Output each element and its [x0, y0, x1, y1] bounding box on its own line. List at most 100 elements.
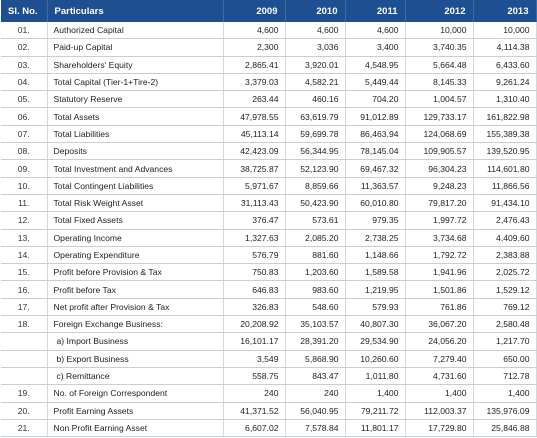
value-cell: 1,400 [405, 384, 474, 403]
table-row: 02. Paid-up Capital 2,300 3,036 3,400 3,740.3… [1, 38, 537, 57]
value-cell: 16,101.17 [223, 332, 286, 351]
value-cell: 3,036 [285, 38, 346, 57]
value-cell: 35,103.57 [285, 315, 346, 334]
particular: Statutory Reserve [47, 90, 224, 109]
table-row: b) Export Business 3,549 5,868.90 10,260.60… [1, 350, 537, 368]
column-header: 2009 [223, 0, 286, 22]
value-cell: 548.60 [285, 298, 346, 317]
table-row: a) Import Business 16,101.17 28,391.20 29,5… [1, 332, 537, 351]
table-row: 03. Shareholders' Equity 2,865.41 3,920.01 4… [1, 56, 537, 74]
value-cell: 650.00 [473, 350, 537, 368]
value-cell: 79,817.20 [405, 194, 474, 213]
serial-number: 17. [1, 298, 48, 317]
table-row: 12. Total Fixed Assets 376.47 573.61 979.35 1… [1, 211, 537, 230]
particular: Total Liabilities [47, 125, 224, 144]
table-row: 13. Operating Income 1,327.63 2,085.20 2,738… [1, 229, 537, 247]
value-cell: 3,549 [223, 350, 286, 368]
value-cell: 5,664.48 [405, 56, 474, 74]
value-cell: 3,920.01 [285, 56, 346, 74]
table-row: 09. Total Investment and Advances 38,725.8… [1, 159, 537, 178]
value-cell: 712.78 [473, 367, 537, 386]
value-cell: 78,145.04 [345, 142, 406, 161]
value-cell: 558.75 [223, 367, 286, 386]
serial-number: 10. [1, 177, 48, 195]
value-cell: 1,004.57 [405, 90, 474, 109]
value-cell: 11,801.17 [345, 419, 406, 438]
value-cell: 3,400 [345, 38, 406, 57]
serial-number: 09. [1, 159, 48, 178]
value-cell: 1,589.58 [345, 263, 406, 282]
value-cell: 9,261.24 [473, 73, 537, 92]
value-cell: 161,822.98 [473, 107, 537, 126]
serial-number: 01. [1, 22, 48, 40]
table-body: 01. Authorized Capital 4,600 4,600 4,600 10,0… [1, 22, 537, 438]
column-header: 2010 [285, 0, 346, 22]
value-cell: 25,846.88 [473, 419, 537, 438]
particular: Profit before Provision & Tax [47, 263, 224, 282]
table-row: 20. Profit Earning Assets 41,371.52 56,040.… [1, 402, 537, 420]
value-cell: 38,725.87 [223, 159, 286, 178]
serial-number: 21. [1, 419, 48, 438]
value-cell: 59,699.78 [285, 125, 346, 144]
value-cell: 9,248.23 [405, 177, 474, 195]
value-cell: 45,113.14 [223, 125, 286, 144]
value-cell: 5,971.67 [223, 177, 286, 195]
value-cell: 769.12 [473, 298, 537, 317]
value-cell: 4,731.60 [405, 367, 474, 386]
serial-number: 03. [1, 56, 48, 74]
particular: Foreign Exchange Business: [47, 315, 224, 334]
value-cell: 1,327.63 [223, 229, 286, 247]
table-row: 07. Total Liabilities 45,113.14 59,699.78 86… [1, 125, 537, 144]
value-cell: 4,548.95 [345, 56, 406, 74]
serial-number: 12. [1, 211, 48, 230]
table-row: 16. Profit before Tax 646.83 983.60 1,219.95… [1, 280, 537, 299]
particular: Total Contingent Liabilities [47, 177, 224, 195]
particular: Paid-up Capital [47, 38, 224, 57]
value-cell: 843.47 [285, 367, 346, 386]
value-cell: 79,211.72 [345, 402, 406, 420]
value-cell: 114,601.80 [473, 159, 537, 178]
value-cell: 2,085.20 [285, 229, 346, 247]
table-row: 01. Authorized Capital 4,600 4,600 4,600 10,0… [1, 22, 537, 40]
table-row: 18. Foreign Exchange Business: 20,208.92 35… [1, 315, 537, 334]
particular: No. of Foreign Correspondent [47, 384, 224, 403]
value-cell: 240 [285, 384, 346, 403]
value-cell: 2,476.43 [473, 211, 537, 230]
particular: Authorized Capital [47, 22, 224, 40]
value-cell: 1,792.72 [405, 246, 474, 265]
table-row: 14. Operating Expenditure 576.79 881.60 1,14… [1, 246, 537, 265]
value-cell: 3,734.68 [405, 229, 474, 247]
value-cell: 47,978.55 [223, 107, 286, 126]
serial-number: 16. [1, 280, 48, 299]
value-cell: 20,208.92 [223, 315, 286, 334]
value-cell: 42,423.09 [223, 142, 286, 161]
column-header: 2011 [345, 0, 406, 22]
serial-number: 14. [1, 246, 48, 265]
serial-number: 11. [1, 194, 48, 213]
value-cell: 69,467.32 [345, 159, 406, 178]
value-cell: 96,304.23 [405, 159, 474, 178]
table-row: 10. Total Contingent Liabilities 5,971.67 8… [1, 177, 537, 195]
value-cell: 579.93 [345, 298, 406, 317]
value-cell: 3,379.03 [223, 73, 286, 92]
serial-number: 13. [1, 229, 48, 247]
value-cell: 7,279.40 [405, 350, 474, 368]
value-cell: 1,310.40 [473, 90, 537, 109]
column-header: Sl. No. [1, 0, 48, 22]
value-cell: 2,025.72 [473, 263, 537, 282]
value-cell: 86,463.94 [345, 125, 406, 144]
serial-number: 02. [1, 38, 48, 57]
column-header: 2013 [473, 0, 537, 22]
value-cell: 60,010.80 [345, 194, 406, 213]
value-cell: 139,520.95 [473, 142, 537, 161]
serial-number: 08. [1, 142, 48, 161]
table-row: 04. Total Capital (Tier-1+Tire-2) 3,379.03… [1, 73, 537, 92]
value-cell: 56,344.95 [285, 142, 346, 161]
value-cell: 1,011.80 [345, 367, 406, 386]
value-cell: 4,600 [345, 22, 406, 40]
particular: Operating Expenditure [47, 246, 224, 265]
value-cell: 28,391.20 [285, 332, 346, 351]
particular: Profit Earning Assets [47, 402, 224, 420]
value-cell: 24,056.20 [405, 332, 474, 351]
